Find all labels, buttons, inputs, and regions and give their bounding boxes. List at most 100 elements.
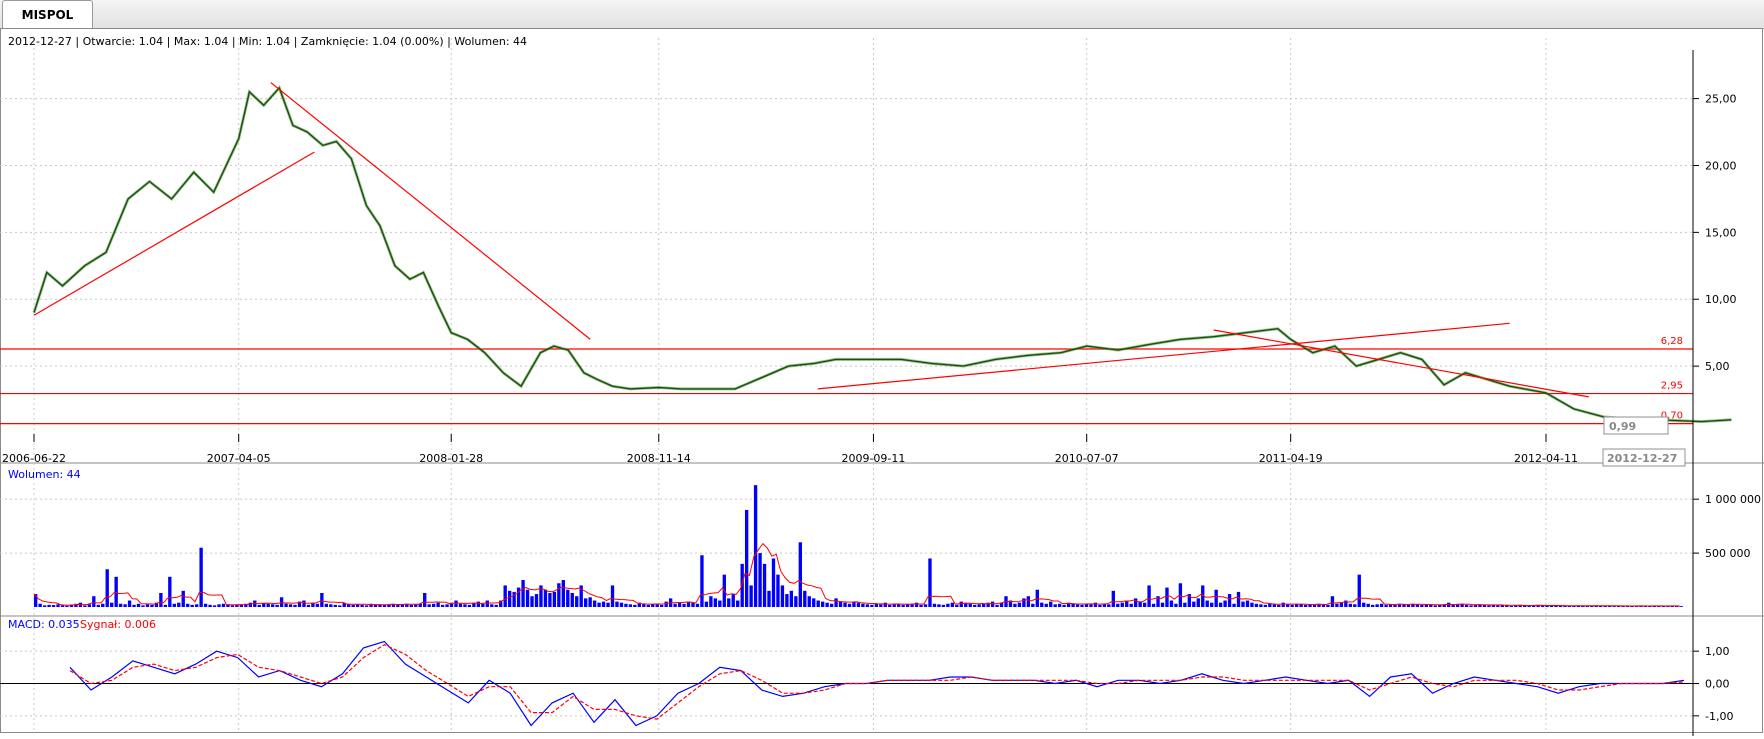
tab-mispol[interactable]: MISPOL [2,0,93,29]
volume-bar [597,602,601,607]
volume-bar [1013,603,1017,607]
volume-bar [794,596,798,607]
volume-bar [302,600,306,607]
volume-bar [342,602,346,607]
volume-bar [981,603,986,607]
volume-label: Wolumen: 44 [8,468,81,481]
volume-bar [186,603,190,607]
volume-bar [615,601,619,607]
volume-bar [110,602,114,607]
volume-bar [1080,604,1084,607]
volume-bar [490,604,494,607]
volume-bar [999,602,1004,607]
volume-bar [695,603,700,607]
volume-bar [1330,596,1335,607]
volume-bar [163,604,168,607]
volume-bar [145,604,150,607]
volume-bar [767,590,771,607]
volume-bar [1429,604,1433,607]
volume-bar [709,596,713,607]
volume-bar [1286,604,1290,607]
chart-frame [0,28,1763,733]
grid [0,38,1764,733]
volume-bar [1379,603,1384,607]
volume-bar [1290,604,1294,607]
volume-bar [946,603,950,607]
volume-bar [910,603,914,607]
volume-bar [543,589,548,607]
volume-bar [677,602,682,607]
volume-bar [1241,601,1245,607]
volume-bar [883,602,887,607]
level-label: 6,28 [1661,336,1683,347]
volume-bar [762,563,767,607]
volume-bar [897,603,901,607]
volume-bar [1142,602,1147,607]
x-tick-label: 2007-04-05 [207,452,271,465]
volume-bar [1201,585,1205,607]
volume-bar [1040,602,1044,607]
volume-bar [123,604,127,607]
volume-bar [1245,600,1250,607]
volume-bar [1339,602,1344,607]
volume-bar [38,603,42,607]
volume-bar [203,603,208,607]
trendline[interactable] [817,322,1510,390]
volume-bar [928,558,932,607]
volume-bar [1178,583,1183,607]
volume-bar [1205,600,1209,607]
volume-bar [986,602,990,607]
volume-bar [172,603,176,607]
current-price-label: 0,99 [1609,420,1636,433]
volume-bar [476,601,481,607]
volume-bar [1406,604,1411,607]
volume-bar [396,604,400,607]
volume-bar [1272,604,1276,607]
volume-bar [686,601,691,607]
volume-bar [279,597,284,607]
volume-bar [1192,601,1196,607]
axes[interactable]: 2006-06-22 2007-04-05 2008-01-28 2008-11-14… [2,50,1761,736]
volume-average-line [33,542,1680,607]
volume-bar [1236,591,1241,607]
volume-bar [651,604,655,607]
volume-bar [557,583,561,607]
volume-bar [194,604,199,607]
volume-bar [1599,605,1603,607]
volume-bar [838,601,843,607]
volume-bar [1348,603,1352,607]
volume-bar [1317,603,1321,607]
volume-bar [1134,598,1138,607]
x-tick-label: 2009-09-11 [841,452,905,465]
volume-bar [1657,605,1661,607]
volume-bar [262,603,266,607]
volume-bar [199,547,203,607]
volume-bar [1643,606,1648,607]
trendline[interactable] [1213,329,1589,398]
volume-bar [516,587,521,607]
volume-bar [1540,605,1545,607]
volume-bar [950,602,955,607]
volume-bar [1303,604,1308,607]
volume-bar [351,604,355,607]
volume-bar [861,603,865,607]
volume-bar [378,604,382,607]
trendline[interactable] [33,151,315,316]
volume-bar [1473,604,1478,607]
y-tick-label: 5,00 [1705,360,1730,373]
volume-bar [34,594,38,607]
volume-bar [1679,606,1683,607]
volume-bar [1066,602,1071,607]
volume-bar [1022,598,1026,607]
volume-bar [208,604,212,607]
volume-y-tick-label: 500 000 [1705,547,1751,560]
volume-bar [1187,594,1192,607]
volume-bar [382,604,387,607]
volume-bar [74,603,78,607]
volume-bar [1312,604,1317,607]
volume-bar [1277,604,1281,607]
level-label: 0,70 [1661,411,1683,422]
trendline[interactable] [270,82,591,340]
volume-bar [1281,602,1285,607]
volume-bar [1420,604,1424,607]
